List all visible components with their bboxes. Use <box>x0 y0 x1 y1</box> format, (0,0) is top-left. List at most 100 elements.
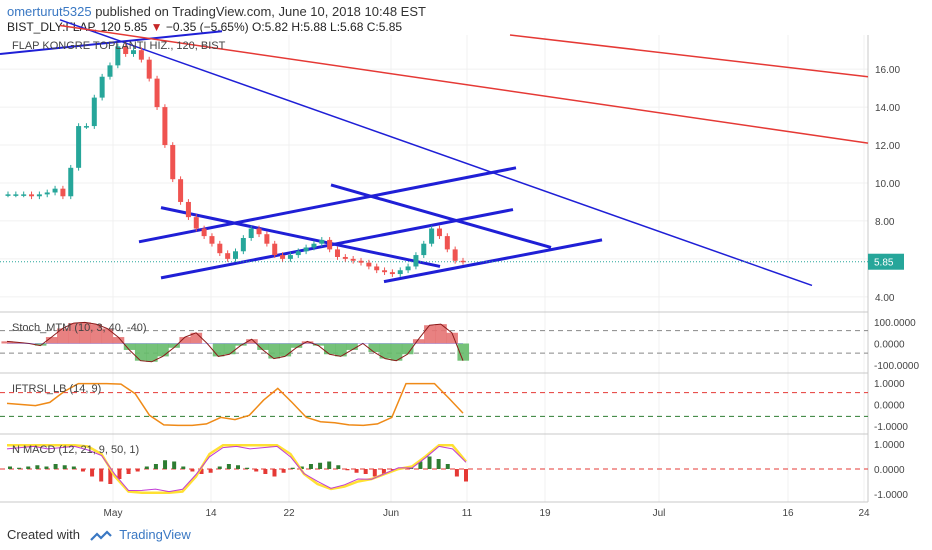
candle <box>68 167 74 197</box>
stoch-fill <box>90 324 103 344</box>
stoch-fill <box>1 341 14 344</box>
trendline <box>509 34 869 78</box>
candle <box>131 50 137 54</box>
indicator-y-tick: 0.0000 <box>874 401 905 412</box>
stoch-fill <box>424 325 436 344</box>
down-arrow-icon: ▼ <box>150 20 163 34</box>
macd-bar <box>427 456 432 469</box>
candle <box>421 243 427 256</box>
indicator-y-tick: -100.0000 <box>874 361 919 372</box>
macd-bar <box>117 469 122 479</box>
macd-bar <box>308 464 313 469</box>
stoch-fill <box>379 343 392 359</box>
macd-bar <box>71 466 76 469</box>
macd-bar <box>108 469 113 484</box>
macd-bar <box>80 469 85 472</box>
macd-bar <box>363 469 368 474</box>
candle <box>162 107 168 146</box>
candle <box>170 145 176 180</box>
candle <box>201 228 207 237</box>
macd-bar <box>263 469 268 474</box>
candle <box>358 260 364 263</box>
tradingview-brand[interactable]: TradingView <box>119 527 191 542</box>
indicator-y-tick: 0.0000 <box>874 340 905 351</box>
macd-bar <box>17 467 22 469</box>
indicator-y-tick: 0.0000 <box>874 465 905 476</box>
stoch-fill <box>212 343 225 357</box>
panel-title: N MACD (12, 21, 9, 50, 1) <box>12 444 139 456</box>
stoch-fill <box>312 343 325 346</box>
candle <box>342 256 348 259</box>
stoch-fill <box>346 343 358 350</box>
macd-bar <box>199 469 204 474</box>
stoch-fill <box>168 343 180 348</box>
x-tick-label: 11 <box>462 508 473 519</box>
trendlines <box>0 19 869 287</box>
macd-bar <box>254 469 259 472</box>
macd-bar <box>372 469 377 477</box>
candle <box>60 188 66 197</box>
stoch-fill <box>390 343 403 361</box>
macd-bar <box>126 469 131 474</box>
macd-bar <box>90 469 95 477</box>
candle <box>225 253 231 259</box>
candle <box>280 255 286 259</box>
candle <box>217 243 223 254</box>
macd-bar <box>35 465 40 469</box>
candle <box>76 126 82 168</box>
macd-signal-line <box>7 444 467 495</box>
footer: Created with TradingView <box>7 527 191 542</box>
candle <box>295 251 301 256</box>
candle <box>52 188 58 193</box>
macd-bar <box>236 465 240 469</box>
candle <box>178 179 184 202</box>
candle <box>334 249 340 257</box>
candle <box>327 239 333 250</box>
stoch-fill <box>179 337 192 344</box>
candle <box>115 46 121 66</box>
macd-bar <box>272 469 277 477</box>
stoch-fill <box>412 339 425 344</box>
macd-bar <box>336 465 341 469</box>
indicator-y-tick: -1.0000 <box>874 422 908 433</box>
last-price-label: 5.85 <box>874 258 894 269</box>
macd-bar <box>163 460 168 469</box>
x-tick-label: 14 <box>205 508 217 519</box>
stoch-fill <box>223 343 236 355</box>
stoch-fill <box>246 339 258 344</box>
macd-bar <box>217 466 222 469</box>
author-link[interactable]: omerturut5325 <box>7 4 92 19</box>
candle <box>36 194 42 197</box>
ohlc-line: BIST_DLY:FLAP, 120 5.85 ▼ −0.35 (−5.65%)… <box>7 20 402 34</box>
stoch-fill <box>34 343 47 346</box>
panel-title: IFTRSI_LB (14, 9) <box>12 383 101 395</box>
candle <box>83 126 89 128</box>
candle <box>154 78 160 108</box>
candle <box>185 201 191 218</box>
y-tick-label: 14.00 <box>875 103 900 114</box>
candle <box>264 234 270 244</box>
x-tick-label: 24 <box>858 508 870 519</box>
macd-bar <box>454 469 459 477</box>
macd-bar <box>99 469 104 482</box>
candle <box>146 59 152 79</box>
macd-bar <box>418 461 423 469</box>
macd-bar <box>318 462 323 469</box>
macd-bar <box>299 466 304 469</box>
x-tick-label: 19 <box>539 508 551 519</box>
y-tick-label: 10.00 <box>875 179 900 190</box>
x-tick-label: Jul <box>653 508 666 519</box>
candle <box>374 266 380 271</box>
macd-bar <box>345 469 350 471</box>
macd-bar <box>26 466 31 469</box>
macd-bar <box>226 464 231 469</box>
candle <box>311 243 317 248</box>
created-with-text: Created with <box>7 527 80 542</box>
indicators <box>0 321 868 495</box>
stoch-fill <box>435 324 447 344</box>
macd-bar <box>181 466 186 469</box>
stoch-fill <box>190 332 203 344</box>
stoch-fill <box>290 343 303 348</box>
channel-line <box>383 238 603 284</box>
